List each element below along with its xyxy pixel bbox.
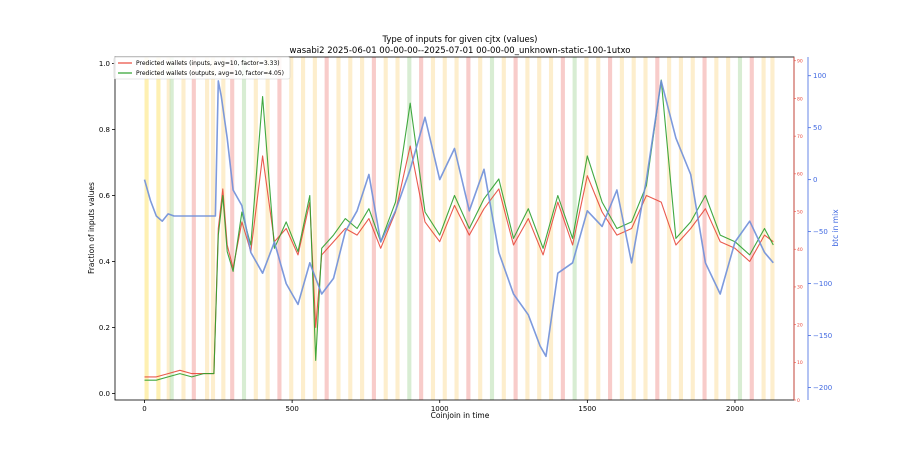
chart-title: Type of inputs for given cjtx (values) — [382, 35, 538, 45]
y2-tick-label: −50 — [813, 228, 828, 236]
y3-tick-label: 0 — [797, 398, 800, 404]
background-band — [667, 57, 672, 400]
background-band — [166, 57, 171, 400]
legend-box — [113, 56, 291, 80]
background-band — [205, 57, 210, 400]
background-band — [371, 57, 376, 400]
y2-tick-label: 100 — [813, 72, 826, 80]
y2-tick-label: 50 — [813, 124, 822, 132]
background-band — [655, 57, 660, 400]
background-band — [230, 57, 235, 400]
y-axis-label: Fraction of inputs values — [87, 182, 96, 274]
background-band — [419, 57, 424, 400]
y2-tick-label: −100 — [813, 280, 832, 288]
background-band — [770, 57, 775, 400]
background-band — [191, 57, 196, 400]
background-band — [395, 57, 400, 400]
y3-tick-label: 20 — [797, 322, 803, 328]
background-band — [537, 57, 542, 400]
legend: Predicted wallets (inputs, avg=10, facto… — [113, 56, 291, 80]
axes — [114, 56, 809, 401]
background-band — [169, 57, 174, 400]
x-tick-label: 500 — [285, 405, 298, 413]
x-tick-label: 1000 — [431, 405, 449, 413]
background-band — [631, 57, 636, 400]
x-tick-label: 1500 — [578, 405, 596, 413]
background-band — [596, 57, 601, 400]
x-tick-label: 2000 — [726, 405, 744, 413]
background-band — [489, 57, 495, 400]
y3-tick-label: 60 — [797, 172, 803, 178]
y2-tick-label: 0 — [813, 176, 817, 184]
background-band — [584, 57, 589, 400]
background-band — [761, 57, 766, 400]
background-band — [156, 57, 161, 400]
y-tick-label: 0.6 — [99, 192, 111, 200]
series-line-2 — [143, 80, 774, 358]
y2-tick-label: −200 — [813, 384, 832, 392]
background-band — [513, 57, 518, 400]
series-lines — [143, 79, 774, 381]
y-tick-label: 1.0 — [99, 60, 110, 68]
y3-tick-label: 90 — [797, 59, 803, 65]
background-band — [277, 57, 282, 400]
background-band — [181, 57, 186, 400]
x-axis-label: Coinjoin in time — [431, 411, 490, 420]
background-band — [289, 57, 294, 400]
background-band — [324, 57, 329, 400]
background-band — [690, 57, 695, 400]
legend-label-outputs: Predicted wallets (outputs, avg=10, fact… — [136, 70, 284, 77]
background-band — [643, 57, 648, 400]
background-band — [265, 57, 270, 400]
background-band — [702, 57, 707, 400]
background-band — [749, 57, 754, 400]
background-band — [726, 57, 731, 400]
legend-label-inputs: Predicted wallets (inputs, avg=10, facto… — [136, 60, 280, 67]
y2-axis-label: btc in mix — [831, 209, 840, 247]
y3-tick-label: 80 — [797, 96, 803, 102]
background-band — [221, 57, 226, 400]
x-tick-label: 0 — [142, 405, 146, 413]
y3-tick-label: 70 — [797, 134, 803, 140]
background-band — [525, 57, 530, 400]
background-band — [430, 57, 436, 400]
background-band — [678, 57, 683, 400]
background-band — [714, 57, 719, 400]
y3-tick-label: 30 — [797, 285, 803, 291]
y2-tick-label: −150 — [813, 332, 832, 340]
y3-tick-label: 40 — [797, 247, 803, 253]
background-band — [619, 57, 624, 400]
chart-subtitle: wasabi2 2025-06-01 00-00-00--2025-07-01 … — [290, 46, 631, 56]
y-tick-label: 0.4 — [99, 258, 111, 266]
background-band — [608, 57, 613, 400]
background-band — [210, 57, 216, 400]
tick-labels: 0 500 1000 1500 20000.00.20.40.60.81.0010203… — [99, 59, 832, 413]
y-tick-label: 0.2 — [99, 324, 110, 332]
background-band — [478, 57, 483, 400]
background-band — [312, 57, 317, 400]
y-tick-label: 0.8 — [99, 126, 110, 134]
background-band — [454, 57, 459, 400]
background-band — [253, 57, 258, 400]
background-band — [737, 57, 743, 400]
background-band — [407, 57, 412, 400]
background-band — [548, 57, 554, 400]
y-tick-label: 0.0 — [99, 390, 110, 398]
background-band — [144, 57, 149, 400]
y3-tick-label: 10 — [797, 360, 803, 366]
background-band — [348, 57, 353, 400]
y3-tick-label: 50 — [797, 209, 803, 215]
background-band — [501, 57, 506, 400]
background-band — [560, 57, 565, 400]
background-band — [466, 57, 471, 400]
